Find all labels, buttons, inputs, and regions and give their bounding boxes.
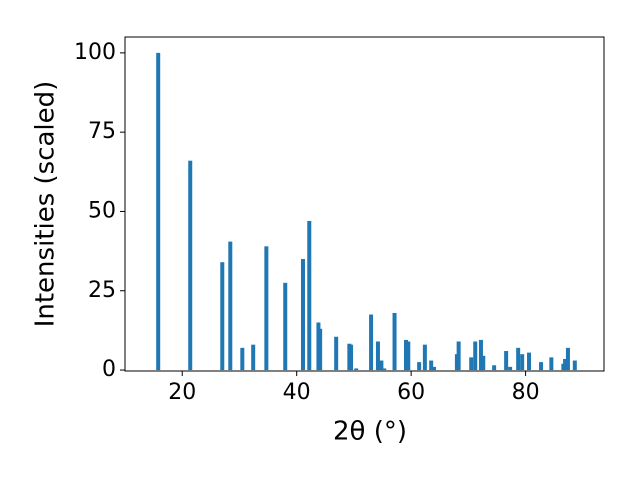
bar [318,328,323,371]
bar [156,52,161,371]
x-tick-label: 40 [283,380,311,405]
bar [478,339,483,371]
bar [417,362,422,371]
bar [563,358,568,371]
x-tick-label: 20 [168,380,196,405]
bar [403,339,408,371]
bar [422,344,427,371]
bar [264,246,269,371]
y-tick-label: 0 [102,357,116,382]
bar [300,259,305,371]
y-axis-label: Intensities (scaled) [31,81,61,328]
bar [520,354,525,371]
bar [492,365,497,371]
x-axis-label: 2θ (°) [333,417,407,447]
bar [508,366,513,371]
bar [549,357,554,371]
bar [307,220,312,371]
bar [539,362,544,371]
bar [432,366,437,371]
bar [516,347,521,371]
bar [188,160,193,371]
bar [369,314,374,371]
bar [354,368,359,371]
bar [349,344,354,371]
bar [429,360,434,371]
y-tick-label: 50 [88,198,116,223]
bar [504,351,509,371]
y-tick-label: 75 [88,119,116,144]
x-tick-label: 60 [397,380,425,405]
bar [481,355,486,371]
bar [456,341,461,371]
plot-frame [124,36,605,372]
bar [220,262,225,371]
y-tick-label: 100 [74,40,116,65]
bar [565,347,570,371]
bar [572,360,577,371]
bar [527,352,532,371]
bar [251,344,256,371]
y-tick-label: 25 [88,278,116,303]
bar [406,341,411,371]
bar [375,341,380,371]
x-tick-label: 80 [512,380,540,405]
bar [392,312,397,371]
bar [382,368,387,371]
bar [283,282,288,371]
bar [240,347,245,371]
bar [228,241,233,371]
bar [469,357,474,371]
bar [379,360,384,371]
bar [334,336,339,371]
bar [473,341,478,371]
